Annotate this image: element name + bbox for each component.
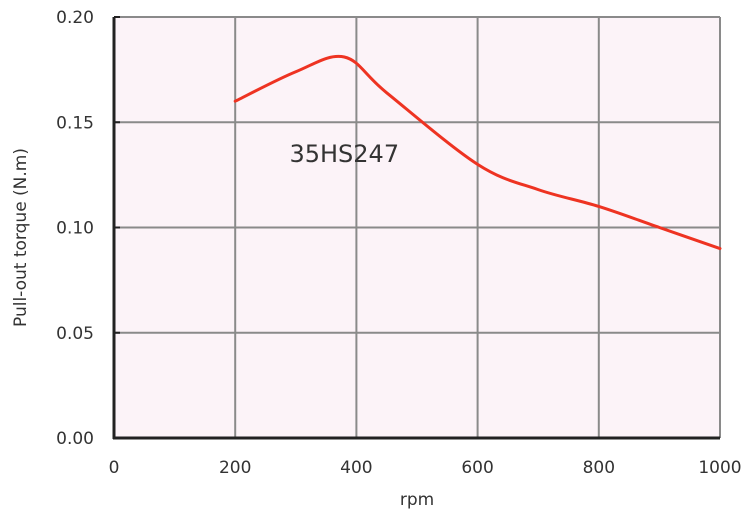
x-axis-label: rpm (400, 490, 434, 510)
y-tick-label: 0.20 (56, 8, 94, 28)
axes (112, 16, 720, 440)
x-tick-label: 600 (461, 458, 493, 478)
y-tick-label: 0.00 (56, 429, 94, 449)
x-tick-label: 800 (583, 458, 615, 478)
y-tick-label: 0.15 (56, 113, 94, 133)
grid-lines (114, 16, 721, 438)
series-line-35HS247 (233, 54, 722, 251)
x-tick-label: 1000 (698, 458, 741, 478)
x-tick-labels: 0 200 400 600 800 1000 (109, 458, 742, 478)
y-tick-label: 0.05 (56, 324, 94, 344)
series-annotation: 35HS247 (289, 140, 399, 168)
y-tick-labels: 0.00 0.05 0.10 0.15 0.20 (56, 8, 94, 449)
x-tick-label: 0 (109, 458, 120, 478)
x-tick-label: 400 (340, 458, 372, 478)
y-tick-label: 0.10 (56, 219, 94, 239)
x-tick-label: 200 (219, 458, 251, 478)
y-axis-label: Pull-out torque (N.m) (11, 148, 31, 327)
